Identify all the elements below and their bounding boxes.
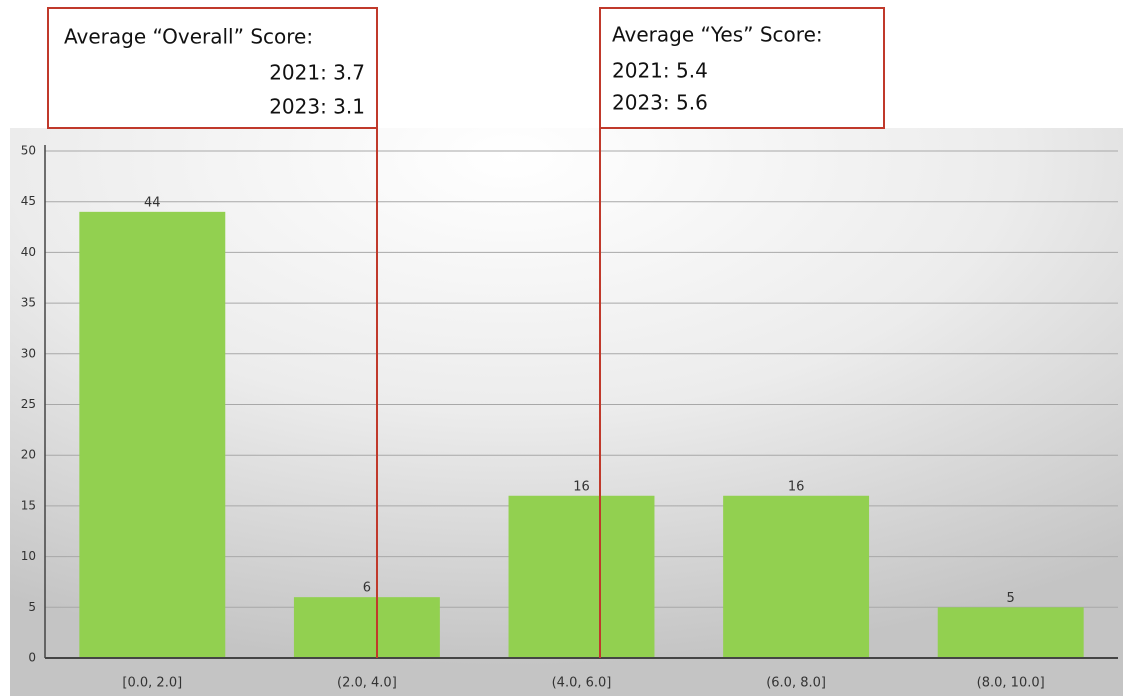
- annotation-line: 2021: 5.4: [612, 59, 708, 83]
- y-tick-label: 10: [21, 549, 36, 563]
- data-label: 16: [788, 479, 805, 494]
- y-tick-label: 25: [21, 397, 36, 411]
- y-tick-label: 20: [21, 448, 36, 462]
- y-tick-label: 30: [21, 346, 36, 360]
- x-tick-label: [0.0, 2.0]: [122, 676, 182, 691]
- bars: 44 6 16 16 5: [79, 195, 1084, 658]
- y-tick-label: 15: [21, 498, 36, 512]
- y-tick-label: 5: [28, 600, 36, 614]
- annotation-line: 2023: 3.1: [269, 95, 365, 119]
- y-tick-label: 35: [21, 296, 36, 310]
- y-tick-label: 40: [21, 245, 36, 259]
- annotation-line: 2021: 3.7: [269, 61, 365, 85]
- x-tick-label: (4.0, 6.0]: [552, 676, 612, 691]
- data-label: 5: [1007, 591, 1015, 606]
- x-tick-label: (2.0, 4.0]: [337, 676, 397, 691]
- y-tick-label: 0: [28, 651, 36, 665]
- data-label: 16: [573, 479, 590, 494]
- annotation-box: [47, 7, 378, 129]
- bar: [937, 607, 1084, 658]
- bar: [723, 495, 870, 658]
- y-tick-label: 50: [21, 144, 36, 158]
- annotation-title: Average “Overall” Score:: [64, 25, 313, 49]
- x-tick-label: (6.0, 8.0]: [766, 676, 826, 691]
- annotation-line: 2023: 5.6: [612, 91, 708, 115]
- x-tick-label: (8.0, 10.0]: [977, 676, 1045, 691]
- bar: [293, 597, 440, 658]
- data-label: 6: [363, 581, 371, 596]
- bar: [79, 211, 226, 658]
- annotation-box: [599, 7, 885, 129]
- data-label: 44: [144, 195, 161, 210]
- bar: [508, 495, 655, 658]
- y-tick-label: 45: [21, 194, 36, 208]
- annotation-title: Average “Yes” Score:: [612, 23, 823, 47]
